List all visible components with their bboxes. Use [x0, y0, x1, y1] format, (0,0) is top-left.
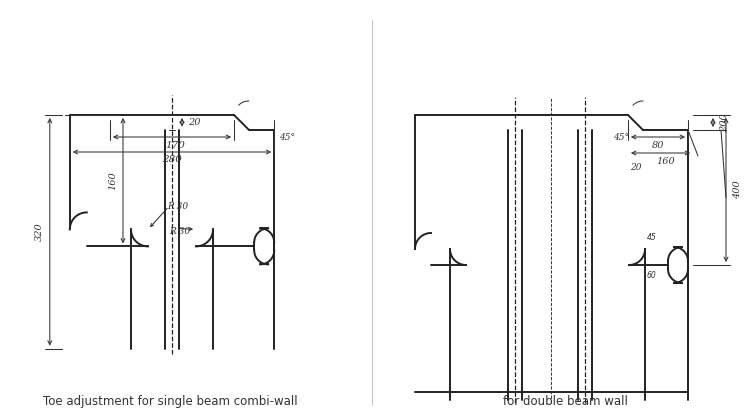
Text: R 30: R 30 [167, 202, 188, 211]
Text: 20: 20 [630, 163, 641, 171]
Text: 170: 170 [165, 141, 185, 150]
Text: 60: 60 [647, 270, 657, 279]
Text: 80: 80 [652, 141, 664, 150]
Text: 400: 400 [734, 181, 742, 200]
Text: for double beam wall: for double beam wall [503, 395, 628, 408]
Text: 45°: 45° [613, 133, 629, 142]
Text: 160: 160 [109, 171, 118, 190]
Text: Toe adjustment for single beam combi-wall: Toe adjustment for single beam combi-wal… [43, 395, 297, 408]
Text: 200: 200 [721, 113, 730, 132]
Text: 20: 20 [188, 118, 200, 127]
Text: 320: 320 [35, 223, 44, 241]
Text: R 30: R 30 [169, 227, 190, 236]
Text: 45°: 45° [279, 133, 296, 142]
Text: 280: 280 [162, 155, 182, 165]
Text: 45: 45 [647, 233, 657, 241]
Text: 160: 160 [656, 157, 675, 165]
